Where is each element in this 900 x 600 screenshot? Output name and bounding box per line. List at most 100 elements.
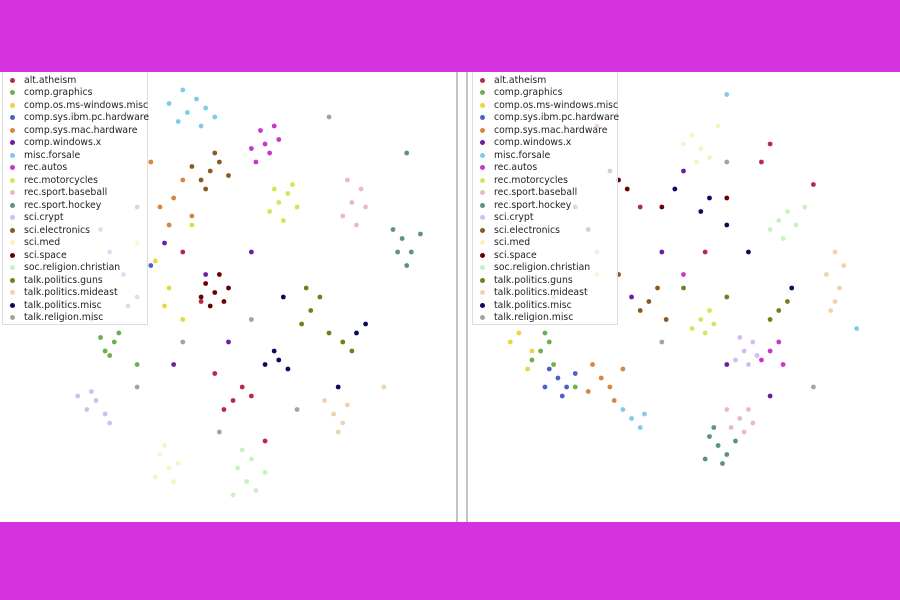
- point-comp-graphics: [116, 330, 122, 336]
- legend-label: rec.motorcycles: [24, 174, 98, 186]
- point-sci-electronics: [637, 308, 643, 313]
- left-scatter: [75, 87, 423, 498]
- legend-left: alt.atheism comp.graphics comp.os.ms-windo…: [2, 72, 149, 325]
- point-comp-graphics: [538, 348, 544, 354]
- point-sci-med: [175, 461, 181, 466]
- legend-label: comp.sys.mac.hardware: [494, 124, 608, 136]
- point-rec-autos: [267, 150, 273, 156]
- point-rec-sport-hockey: [733, 438, 738, 444]
- point-comp-graphics: [542, 330, 548, 336]
- point-comp-graphics: [102, 348, 108, 354]
- point-rec-motorcycles: [689, 326, 695, 331]
- point-sci-space: [221, 299, 227, 304]
- point-comp-sys-mac-hardware: [590, 362, 595, 367]
- point-sci-med: [162, 443, 167, 448]
- point-rec-autos: [248, 146, 254, 151]
- legend-marker-icon: [10, 215, 15, 221]
- point-comp-windows-x: [171, 362, 177, 367]
- legend-marker-icon: [480, 240, 485, 246]
- point-soc-religion-christian: [793, 222, 799, 228]
- legend-label: sci.space: [24, 249, 67, 261]
- point-comp-os-ms-windows-misc: [166, 285, 172, 291]
- point-talk-politics-mideast: [344, 402, 350, 408]
- point-sci-space: [212, 290, 218, 295]
- legend-marker-icon: [480, 202, 485, 208]
- legend-label: comp.sys.ibm.pc.hardware: [494, 112, 620, 124]
- point-comp-sys-ibm-pc-hardware: [542, 384, 548, 390]
- point-comp-windows-x: [724, 362, 730, 367]
- legend-label: comp.windows.x: [494, 137, 572, 149]
- point-sci-space: [659, 204, 665, 210]
- legend-marker-icon: [480, 290, 485, 296]
- legend-entry: comp.windows.x: [3, 137, 147, 150]
- point-sci-crypt: [75, 393, 81, 399]
- point-talk-politics-guns: [308, 308, 314, 313]
- point-sci-med: [681, 141, 686, 147]
- point-rec-autos: [258, 128, 263, 133]
- legend-entry: soc.religion.christian: [3, 262, 147, 275]
- point-misc-forsale: [194, 96, 199, 102]
- legend-label: misc.forsale: [494, 149, 551, 161]
- point-comp-sys-mac-hardware: [180, 177, 186, 183]
- legend-entry: comp.os.ms-windows.misc: [3, 99, 148, 112]
- point-rec-autos: [681, 272, 686, 277]
- legend-marker-icon: [10, 315, 15, 321]
- point-rec-sport-baseball: [358, 186, 364, 192]
- point-soc-religion-christian: [244, 479, 250, 484]
- legend-entry: comp.sys.ibm.pc.hardware: [473, 112, 620, 125]
- point-soc-religion-christian: [802, 204, 808, 210]
- legend-entry: rec.sport.hockey: [3, 199, 147, 212]
- legend-marker-icon: [10, 265, 15, 271]
- point-sci-med: [698, 146, 704, 151]
- legend-entry: comp.graphics: [3, 87, 147, 100]
- legend-marker-icon: [10, 90, 15, 96]
- point-comp-os-ms-windows-misc: [525, 366, 531, 372]
- legend-label: rec.sport.baseball: [24, 187, 108, 199]
- point-talk-politics-misc: [271, 348, 277, 354]
- point-sci-electronics: [203, 186, 209, 192]
- legend-entry: talk.politics.misc: [3, 299, 147, 312]
- legend-marker-icon: [10, 202, 15, 208]
- point-sci-electronics: [216, 159, 222, 165]
- legend-marker-icon: [10, 252, 15, 258]
- point-rec-sport-baseball: [728, 425, 734, 430]
- legend-entry: rec.autos: [3, 162, 147, 175]
- point-misc-forsale: [642, 411, 647, 417]
- point-soc-religion-christian: [780, 236, 786, 241]
- point-talk-religion-misc: [248, 317, 254, 322]
- point-comp-sys-mac-hardware: [148, 159, 154, 165]
- point-rec-autos: [262, 141, 268, 147]
- point-talk-politics-mideast: [381, 384, 387, 390]
- point-talk-politics-mideast: [823, 272, 829, 277]
- legend-marker-icon: [10, 177, 15, 183]
- legend-label: talk.politics.mideast: [24, 287, 118, 299]
- legend-entry: talk.politics.mideast: [473, 287, 617, 300]
- point-soc-religion-christian: [767, 227, 773, 232]
- point-talk-politics-guns: [326, 330, 332, 336]
- point-comp-windows-x: [162, 240, 167, 246]
- legend-label: talk.politics.guns: [494, 274, 573, 286]
- point-misc-forsale: [629, 416, 634, 421]
- point-talk-politics-guns: [767, 317, 773, 322]
- legend-label: sci.space: [494, 249, 537, 261]
- point-soc-religion-christian: [235, 465, 241, 471]
- point-rec-autos: [759, 357, 764, 363]
- legend-entry: misc.forsale: [3, 149, 147, 162]
- point-talk-politics-misc: [789, 285, 795, 291]
- point-talk-politics-misc: [276, 357, 282, 363]
- legend-label: sci.electronics: [24, 224, 91, 236]
- point-comp-os-ms-windows-misc: [529, 348, 535, 354]
- point-talk-politics-mideast: [832, 249, 838, 255]
- legend-label: rec.sport.baseball: [494, 187, 578, 199]
- point-sci-crypt: [746, 362, 751, 367]
- point-sci-crypt: [754, 353, 760, 358]
- point-rec-sport-baseball: [741, 429, 747, 435]
- legend-entry: sci.crypt: [3, 212, 147, 225]
- point-rec-motorcycles: [294, 204, 300, 210]
- point-talk-politics-mideast: [841, 263, 847, 268]
- point-talk-politics-mideast: [322, 398, 327, 403]
- point-talk-politics-mideast: [335, 429, 341, 435]
- point-rec-sport-hockey: [408, 249, 414, 255]
- point-comp-os-ms-windows-misc: [516, 330, 522, 336]
- point-talk-politics-guns: [776, 308, 782, 313]
